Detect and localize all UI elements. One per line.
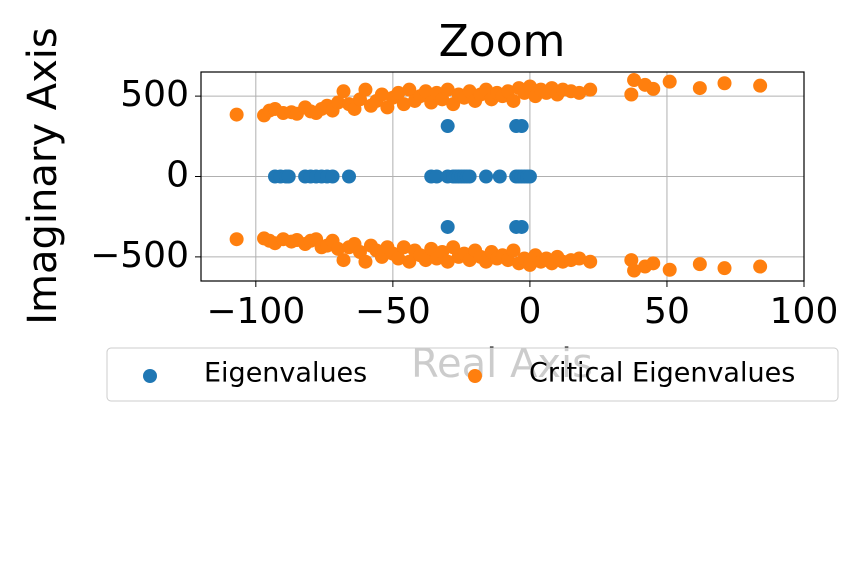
point	[418, 84, 433, 99]
point	[229, 107, 244, 122]
point	[440, 82, 455, 97]
point	[391, 85, 406, 100]
legend-label: Eigenvalues	[204, 358, 367, 389]
point	[281, 169, 296, 184]
point	[624, 87, 639, 102]
x-tick-label: 0	[518, 291, 541, 332]
point	[717, 76, 732, 91]
point	[627, 263, 642, 278]
y-axis-label: Imaginary Axis	[20, 27, 66, 324]
point	[358, 254, 373, 269]
point	[627, 73, 642, 88]
point	[662, 262, 677, 277]
point	[662, 74, 677, 89]
point	[396, 97, 411, 112]
point	[583, 254, 598, 269]
point	[514, 219, 529, 234]
y-tick-label: −500	[90, 235, 189, 276]
point	[506, 243, 521, 258]
points	[229, 73, 768, 278]
point	[391, 251, 406, 266]
point	[462, 169, 477, 184]
legend-marker	[468, 369, 482, 383]
point	[492, 169, 507, 184]
x-tick-label: −100	[206, 291, 305, 332]
y-tick-label: 500	[120, 74, 189, 115]
point	[646, 256, 661, 271]
legend-label: Critical Eigenvalues	[529, 358, 795, 389]
point	[429, 169, 444, 184]
point	[342, 169, 357, 184]
point	[583, 82, 598, 97]
point	[440, 219, 455, 234]
point	[479, 169, 494, 184]
point	[572, 251, 587, 266]
x-tick-label: 50	[644, 291, 690, 332]
legend-items: Eigenvalues Critical Eigenvalues	[143, 358, 795, 389]
point	[692, 257, 707, 272]
point	[440, 119, 455, 134]
point	[331, 241, 346, 256]
point	[336, 253, 351, 268]
point	[440, 254, 455, 269]
point	[336, 84, 351, 99]
y-tick-label: 0	[166, 155, 189, 196]
chart-title: Zoom	[439, 16, 566, 67]
point	[692, 81, 707, 96]
point	[229, 232, 244, 247]
point	[572, 85, 587, 100]
point	[402, 254, 417, 269]
point	[402, 82, 417, 97]
point	[514, 119, 529, 134]
point	[522, 169, 537, 184]
point	[358, 82, 373, 97]
point	[331, 95, 346, 110]
point	[325, 169, 340, 184]
point	[753, 78, 768, 93]
legend-marker	[143, 369, 157, 383]
point	[753, 259, 768, 274]
point	[506, 93, 521, 108]
x-tick-label: 100	[770, 291, 839, 332]
point	[374, 87, 389, 102]
x-tick-label: −50	[355, 291, 431, 332]
point	[646, 81, 661, 96]
point	[418, 253, 433, 268]
point	[396, 240, 411, 255]
point	[717, 261, 732, 276]
